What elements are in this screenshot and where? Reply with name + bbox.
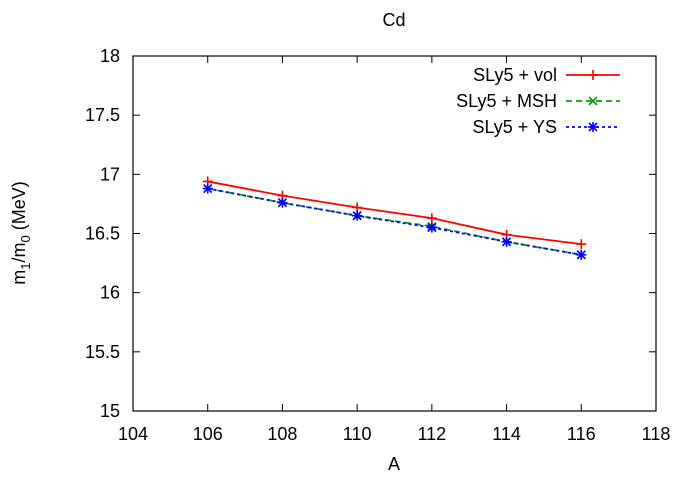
legend-label: SLy5 + MSH xyxy=(456,91,557,111)
legend-label: SLy5 + YS xyxy=(472,117,557,137)
series-layer xyxy=(202,176,587,260)
series-point-plus xyxy=(588,70,598,80)
x-tick-label: 108 xyxy=(267,424,297,444)
series-point-star xyxy=(426,222,437,233)
series-point-star xyxy=(576,249,587,260)
series-point-star xyxy=(501,236,512,247)
series-point-cross xyxy=(588,96,598,106)
series-point-star xyxy=(588,122,598,132)
y-tick-label: 15.5 xyxy=(85,342,120,362)
x-tick-label: 106 xyxy=(193,424,223,444)
series-line-1 xyxy=(207,187,582,256)
chart-title: Cd xyxy=(382,10,405,30)
series-point-plus xyxy=(576,239,587,250)
y-axis-label-slash: /m xyxy=(9,243,29,263)
series-point-star xyxy=(352,210,363,221)
x-axis-label: A xyxy=(388,454,400,474)
x-tick-label: 118 xyxy=(642,424,671,444)
y-axis-ticks: 15 15.5 16 16.5 17 17.5 18 xyxy=(85,46,656,421)
series-line-0 xyxy=(207,180,582,246)
plot-frame xyxy=(132,55,657,412)
y-axis-label-main: m xyxy=(9,270,29,285)
y-axis-label: m1/m0 (MeV) xyxy=(9,181,33,284)
y-tick-label: 17.5 xyxy=(85,105,120,125)
y-axis-label-sub1: 1 xyxy=(18,263,33,270)
series-point-star xyxy=(277,197,288,208)
x-tick-label: 110 xyxy=(343,424,372,444)
y-tick-label: 17 xyxy=(100,164,120,184)
y-tick-label: 16.5 xyxy=(85,224,120,244)
legend: SLy5 + vol SLy5 + MSH SLy5 + YS xyxy=(456,65,620,137)
series-point-star xyxy=(202,183,213,194)
y-tick-label: 16 xyxy=(100,283,120,303)
x-tick-label: 112 xyxy=(418,424,447,444)
x-axis-ticks: 104 106 108 110 112 114 116 118 xyxy=(118,56,670,444)
y-axis-label-unit: (MeV) xyxy=(9,181,29,235)
x-tick-label: 104 xyxy=(118,424,148,444)
y-tick-label: 15 xyxy=(100,401,120,421)
series-point-plus xyxy=(426,213,437,224)
y-axis-label-sub0: 0 xyxy=(18,235,33,242)
x-tick-label: 116 xyxy=(567,424,596,444)
legend-label: SLy5 + vol xyxy=(473,65,557,85)
y-tick-label: 18 xyxy=(100,46,120,66)
x-tick-label: 114 xyxy=(492,424,521,444)
